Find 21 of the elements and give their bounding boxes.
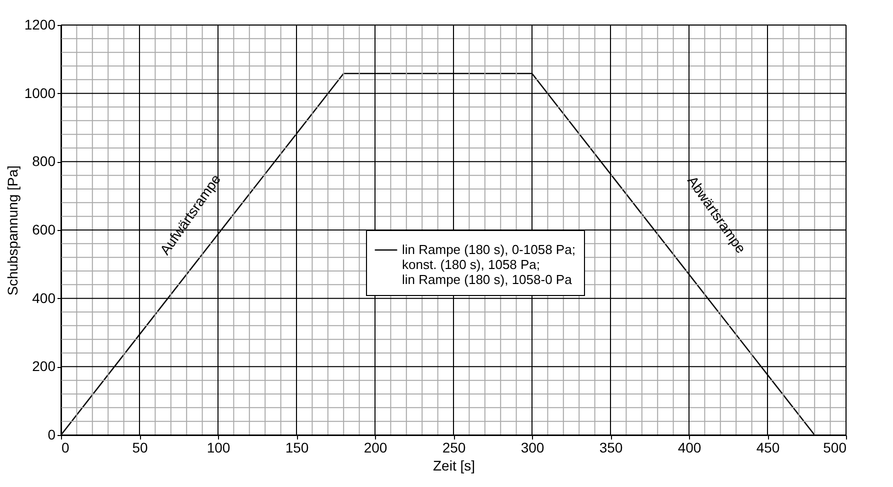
x-axis-title: Zeit [s]: [432, 458, 476, 474]
x-tick-label: 150: [285, 440, 309, 456]
y-tick-label: 800: [32, 153, 56, 170]
x-tick-label: 0: [62, 440, 70, 456]
x-tick-label: 400: [678, 440, 702, 456]
y-tick-label: 1000: [24, 84, 56, 101]
y-tick-label: 600: [32, 222, 56, 238]
y-axis-title: Schubspannung [Pa]: [4, 166, 20, 296]
x-tick-label: 250: [442, 440, 466, 456]
y-tick-label: 200: [32, 358, 56, 374]
legend-label: lin Rampe (180 s), 0-1058 Pa; konst. (180 s), 1058 Pa; lin Rampe (180 s), 1058-0 Pa: [402, 242, 576, 287]
x-tick-label: 350: [599, 440, 623, 456]
x-tick-label: 50: [132, 440, 148, 456]
x-tick-label: 100: [206, 440, 230, 456]
x-tick-label: 200: [364, 440, 388, 456]
x-tick-label: 500: [823, 440, 847, 456]
y-tick-label: 0: [48, 426, 56, 442]
y-tick-label: 1200: [24, 16, 56, 32]
x-tick-label: 450: [756, 440, 780, 456]
y-tick-label: 400: [32, 290, 56, 306]
x-tick-label: 300: [520, 440, 544, 456]
